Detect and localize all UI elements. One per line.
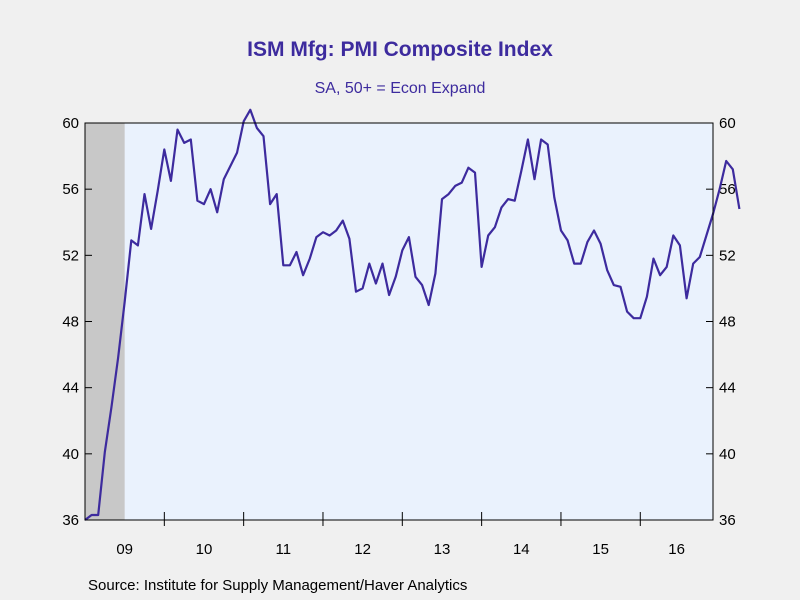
ytick-label-right: 36 <box>719 512 736 529</box>
xtick-label: 15 <box>592 541 609 558</box>
xtick-label: 12 <box>354 541 371 558</box>
axis-ticks <box>85 122 713 526</box>
ytick-label-left: 56 <box>62 181 79 198</box>
ytick-label-right: 40 <box>719 446 736 463</box>
ytick-label-right: 52 <box>719 247 736 264</box>
ytick-label-right: 48 <box>719 314 736 331</box>
ytick-label-left: 48 <box>62 314 79 331</box>
ytick-label-right: 60 <box>719 115 736 132</box>
ytick-label-left: 40 <box>62 446 79 463</box>
ytick-label-right: 44 <box>719 380 736 397</box>
axis-tick-labels: 36 36 40 40 44 44 48 48 52 52 56 56 60 60 09 10 11 12 13 14… <box>62 115 735 558</box>
xtick-label: 11 <box>276 541 292 558</box>
xtick-label: 14 <box>513 541 530 558</box>
ytick-label-left: 44 <box>62 380 79 397</box>
plot-area <box>85 123 713 520</box>
source-note: Source: Institute for Supply Management/… <box>88 577 468 594</box>
ytick-label-right: 56 <box>719 181 736 198</box>
ytick-label-left: 36 <box>62 512 79 529</box>
ytick-label-left: 60 <box>62 115 79 132</box>
xtick-label: 13 <box>434 541 451 558</box>
series-line-pmi <box>84 108 741 521</box>
ytick-label-left: 52 <box>62 247 79 264</box>
chart-subtitle: SA, 50+ = Econ Expand <box>314 80 486 97</box>
plot-frame <box>84 122 714 521</box>
xtick-label: 09 <box>116 541 133 558</box>
xtick-label: 16 <box>668 541 685 558</box>
xtick-label: 10 <box>196 541 213 558</box>
chart-title: ISM Mfg: PMI Composite Index <box>247 38 553 61</box>
